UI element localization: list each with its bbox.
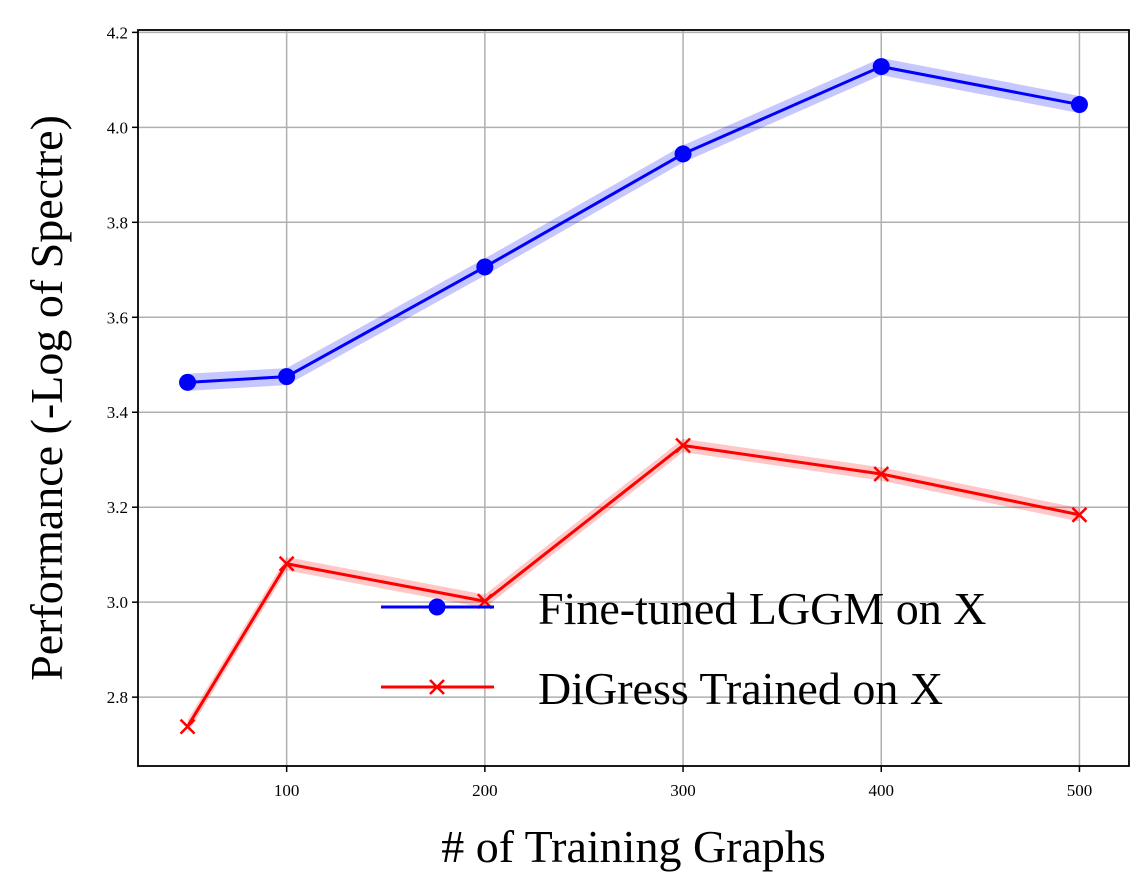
point-lggm: [179, 373, 197, 391]
series-lines: [186, 65, 1080, 728]
y-axis-label: Performance (-Log of Spectre): [21, 115, 72, 681]
point-digress: [873, 466, 890, 482]
point-digress: [179, 718, 196, 735]
point-lggm: [674, 145, 692, 163]
point-lggm: [872, 58, 890, 76]
point-digress: [1071, 506, 1088, 523]
legend: Fine-tuned LGGM on X DiGress Trained on …: [381, 583, 986, 714]
y-tick-label: 3.4: [107, 403, 129, 422]
series-markers: [179, 58, 1088, 735]
point-lggm: [278, 368, 296, 386]
grid: [138, 30, 1129, 766]
y-tick-label: 4.2: [107, 23, 128, 42]
x-tick-label: 200: [472, 781, 498, 800]
line-digress: [186, 443, 1080, 728]
y-tick-label: 4.0: [107, 118, 128, 137]
x-tick-label: 500: [1067, 781, 1093, 800]
point-lggm: [476, 258, 494, 276]
line-lggm: [187, 65, 1080, 384]
x-tick-label: 100: [274, 781, 300, 800]
plot-frame: [137, 29, 1130, 767]
point-digress: [675, 437, 691, 454]
y-tick-label: 3.2: [107, 498, 128, 517]
legend-item-lggm: Fine-tuned LGGM on X: [381, 583, 986, 634]
band-lggm: [187, 58, 1080, 391]
x-axis-label: # of Training Graphs: [441, 821, 826, 872]
legend-label-digress: DiGress Trained on X: [538, 663, 943, 714]
y-axis-ticks: 2.8 3.0 3.2 3.4 3.6 3.8 4.0 4.2: [107, 23, 138, 707]
legend-label-lggm: Fine-tuned LGGM on X: [538, 583, 986, 634]
point-lggm: [1070, 96, 1088, 114]
point-digress: [278, 555, 295, 572]
y-tick-label: 3.6: [107, 308, 128, 327]
x-tick-label: 300: [670, 781, 696, 800]
y-tick-label: 3.8: [107, 213, 128, 232]
y-tick-label: 3.0: [107, 593, 128, 612]
legend-marker-digress: [429, 679, 445, 695]
y-tick-label: 2.8: [107, 688, 128, 707]
legend-marker-lggm: [428, 598, 446, 616]
x-tick-label: 400: [869, 781, 895, 800]
legend-item-digress: DiGress Trained on X: [381, 663, 943, 714]
x-axis-ticks: 100 200 300 400 500: [274, 766, 1092, 800]
